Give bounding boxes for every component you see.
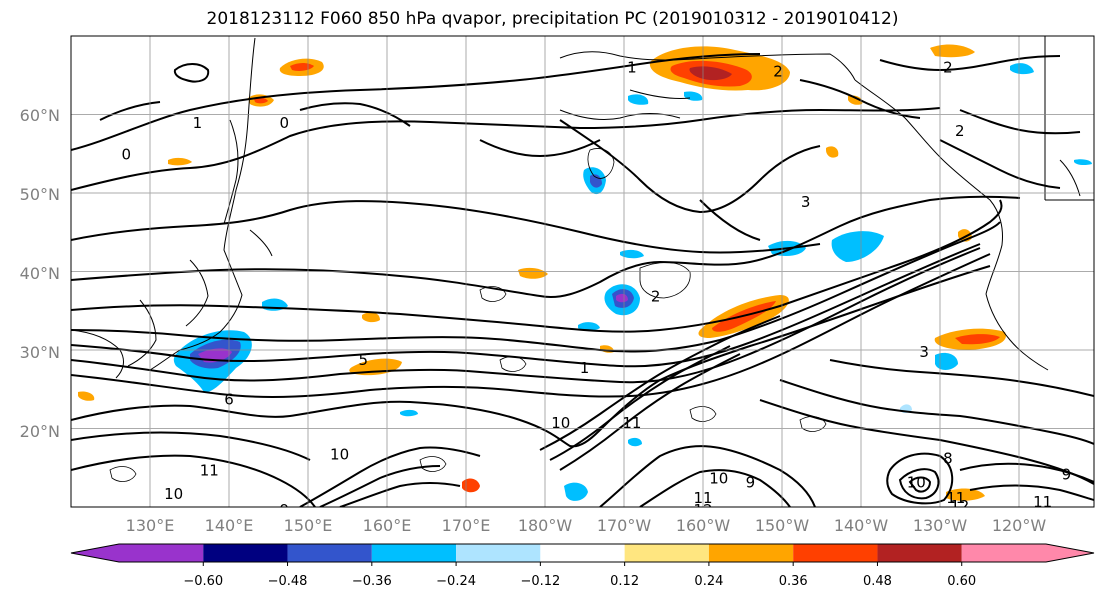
contour-label: 10 — [330, 446, 349, 464]
longitude-label: 180°W — [518, 516, 573, 535]
contour-label: 1 — [580, 359, 590, 377]
longitude-label: 150°E — [284, 516, 333, 535]
gridlines — [71, 36, 1094, 507]
colorbar-segment — [793, 544, 878, 562]
colorbar-tick-label: 0.36 — [779, 574, 808, 589]
longitude-label: 130°W — [913, 516, 968, 535]
latitude-label: 60°N — [20, 106, 60, 125]
contour-label: 9 — [1062, 465, 1072, 483]
longitude-label: 170°W — [597, 516, 652, 535]
contour-label: 6 — [224, 390, 234, 408]
colorbar-tick-label: −0.24 — [436, 574, 476, 589]
longitude-label: 170°E — [442, 516, 491, 535]
contour-label: 10 — [709, 469, 728, 487]
contour-label: 0 — [122, 146, 132, 164]
contour-label: 3 — [919, 343, 929, 361]
colorbar-segment — [708, 544, 794, 562]
contour-label: 10 — [907, 473, 926, 491]
colorbar-segment — [203, 544, 288, 562]
contour-label: 11 — [693, 489, 712, 507]
colorbar-segment — [877, 544, 962, 562]
colorbar-tick-label: −0.60 — [183, 574, 223, 589]
colorbar-segment — [456, 544, 541, 562]
contour-label: 5 — [359, 351, 369, 369]
colorbar-segment — [540, 544, 625, 562]
colorbar-outline — [70, 543, 1095, 563]
contour-label: 10 — [164, 485, 183, 503]
longitude-label: 160°E — [363, 516, 412, 535]
contour-label: 11 — [200, 462, 219, 480]
longitude-label: 160°W — [676, 516, 731, 535]
contour-label: 2 — [773, 63, 783, 81]
contour-label: 9 — [746, 473, 756, 491]
latitude-label: 20°N — [20, 422, 60, 441]
contour-label: 3 — [801, 193, 811, 211]
colorbar-segment — [371, 544, 457, 562]
qvapor-contours — [71, 53, 1094, 507]
contour-label: 8 — [943, 450, 953, 468]
contour-label: 1 — [627, 59, 637, 77]
contour-label: 9 — [280, 501, 290, 519]
longitude-label: 140°W — [834, 516, 889, 535]
colorbar-tick-label: −0.12 — [520, 574, 560, 589]
colorbar-tick-label: 0.12 — [610, 574, 639, 589]
latitude-labels: 60°N 50°N 40°N 30°N 20°N — [20, 106, 60, 441]
map-frame — [70, 35, 1095, 508]
map-title: 2018123112 F060 850 hPa qvapor, precipit… — [206, 9, 899, 29]
contour-label: 2 — [955, 122, 965, 140]
contour-label: 11 — [946, 489, 965, 507]
contour-label: 1 — [193, 114, 203, 132]
colorbar-segment — [624, 544, 709, 562]
contour-label: 10 — [551, 414, 570, 432]
contour-label: 11 — [622, 414, 641, 432]
latitude-label: 30°N — [20, 343, 60, 362]
contour-label: 2 — [943, 59, 953, 77]
contour-label: 12 — [693, 501, 712, 519]
colorbar: −0.60 −0.48 −0.36 −0.24 −0.12 0.12 0.24 0.36 0.4… — [70, 543, 1095, 589]
thin-contours — [109, 148, 827, 482]
colorbar-tick-label: −0.36 — [352, 574, 392, 589]
colorbar-extend-right-triangle-right-icon — [961, 544, 1094, 562]
contour-label: 12 — [950, 497, 969, 515]
latitude-label: 40°N — [20, 264, 60, 283]
colorbar-tick-label: 0.60 — [947, 574, 976, 589]
contour-label: 2 — [651, 288, 661, 306]
colorbar-extend-left-triangle-left-icon — [71, 544, 204, 562]
contour-label: 0 — [280, 114, 290, 132]
latitude-label: 50°N — [20, 185, 60, 204]
longitude-label: 140°E — [205, 516, 254, 535]
longitude-label: 120°W — [992, 516, 1047, 535]
longitude-label: 130°E — [126, 516, 175, 535]
longitude-label: 150°W — [755, 516, 810, 535]
colorbar-tick-label: 0.48 — [863, 574, 892, 589]
colorbar-tick-label: 0.24 — [694, 574, 723, 589]
colorbar-tick-label: −0.48 — [268, 574, 308, 589]
contour-label: 11 — [1033, 493, 1052, 511]
colorbar-segment — [287, 544, 372, 562]
longitude-labels: 130°E 140°E 150°E 160°E 170°E 180°W 170°W 160°W… — [126, 516, 1047, 535]
